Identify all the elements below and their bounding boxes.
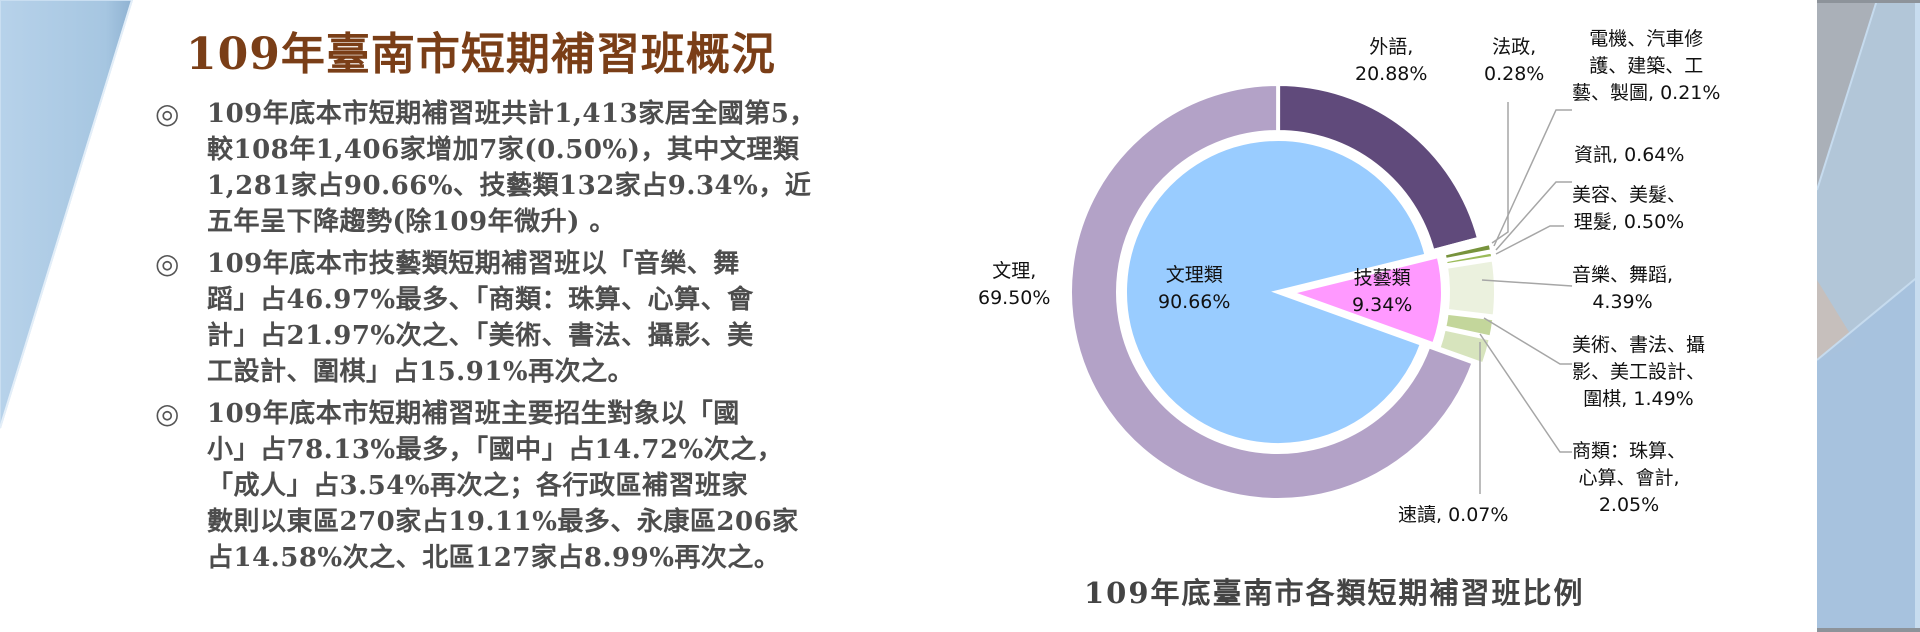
bullet-line: 109年底本市短期補習班主要招生對象以「國 [207, 399, 740, 429]
bullet-line: 「成人」占3.54%再次之；各行政區補習班家 [207, 471, 749, 501]
bullet-item-3: ◎ 109年底本市短期補習班主要招生對象以「國 小」占78.13%最多，「國中」… [155, 396, 915, 576]
double-circle-icon: ◎ [155, 397, 180, 430]
leader-line [1479, 333, 1572, 453]
bullet-item-2: ◎ 109年底本市技藝類短期補習班以「音樂、舞 蹈」占46.97%最多、「商類：… [155, 246, 915, 390]
bullet-line: 蹈」占46.97%最多、「商類：珠算、心算、會 [207, 285, 754, 315]
label-electrical-mechanics: 電機、汽車修 護、建築、工 藝、製圖, 0.21% [1572, 28, 1721, 104]
label-arts-calligraphy: 美術、書法、攝 影、美工設計、 圍棋, 1.49% [1572, 334, 1706, 410]
bullet-line: 1,281家占90.66%、技藝類132家占9.34%，近 [207, 171, 812, 201]
leader-line [1493, 109, 1572, 247]
label-academic-category: 文理類 90.66% [1158, 264, 1231, 313]
nested-donut-chart: 外語, 20.88% 法政, 0.28% 電機、汽車修 護、建築、工 藝、製圖, 0.2… [960, 0, 1820, 632]
bullet-line: 109年底本市短期補習班共計1,413家居全國第5， [207, 99, 816, 129]
bullet-line: 計」占21.97%次之、「美術、書法、攝影、美 [207, 321, 754, 351]
leader-line [1483, 317, 1572, 365]
label-beauty-hair: 美容、美髮、 理髮, 0.50% [1572, 184, 1687, 233]
bullet-line: 109年底本市技藝類短期補習班以「音樂、舞 [207, 249, 740, 279]
ring-slice-5 [1443, 257, 1498, 319]
slide-title: 109年臺南市短期補習班概況 [186, 29, 776, 80]
bullet-line: 數則以東區270家占19.11%最多、永康區206家 [207, 507, 799, 537]
chart-caption: 109年底臺南市各類短期補習班比例 [1084, 576, 1585, 610]
bullet-line: 工設計、圍棋」占15.91%再次之。 [207, 357, 635, 387]
bullet-line: 較108年1,406家增加7家(0.50%)，其中文理類 [207, 135, 800, 165]
ring-slice-9 [1068, 81, 1477, 502]
pie-slice-skill [1283, 253, 1445, 348]
label-music-dance: 音樂、舞蹈, 4.39% [1572, 264, 1674, 313]
bullet-line: 占14.58%次之、北區127家占8.99%再次之。 [207, 543, 781, 573]
leader-line [1481, 279, 1573, 287]
label-information: 資訊, 0.64% [1574, 144, 1685, 166]
double-circle-icon: ◎ [155, 97, 180, 130]
label-foreign-language: 外語, 20.88% [1355, 36, 1428, 85]
leader-line [1495, 225, 1564, 255]
label-law-politics: 法政, 0.28% [1484, 36, 1545, 85]
double-circle-icon: ◎ [155, 247, 180, 280]
leader-line [1495, 181, 1572, 251]
pie-slice-academic [1123, 137, 1429, 447]
bullet-line: 小」占78.13%最多，「國中」占14.72%次之， [207, 435, 784, 465]
bullet-item-1: ◎ 109年底本市短期補習班共計1,413家居全國第5， 較108年1,406家… [155, 96, 915, 240]
bullet-list: ◎ 109年底本市短期補習班共計1,413家居全國第5， 較108年1,406家… [155, 96, 915, 582]
label-commerce-abacus: 商類：珠算、 心算、會計, 2.05% [1572, 440, 1687, 516]
pie-graphic [1068, 81, 1573, 502]
bullet-line: 五年呈下降趨勢(除109年微升) 。 [207, 207, 616, 237]
right-decorative-panel [1817, 0, 1920, 632]
label-liberal-science: 文理, 69.50% [978, 260, 1051, 309]
left-decorative-wedge [0, 0, 134, 429]
label-skill-category: 技藝類 9.34% [1352, 267, 1413, 316]
label-speed-reading: 速讀, 0.07% [1398, 504, 1509, 526]
